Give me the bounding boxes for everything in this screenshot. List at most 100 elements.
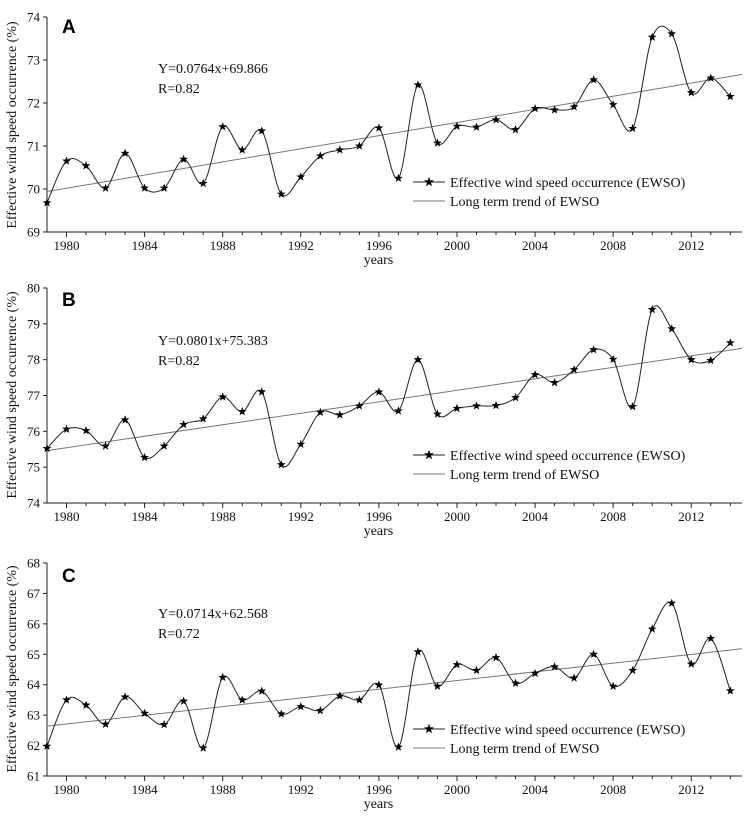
data-point	[530, 103, 540, 113]
y-tick-label: 71	[27, 139, 40, 154]
series-line	[46, 305, 731, 468]
data-point	[491, 653, 501, 662]
x-tick-label: 1988	[210, 782, 236, 797]
data-point	[296, 172, 306, 181]
data-point	[511, 678, 520, 687]
y-tick-label: 74	[27, 10, 41, 25]
trend-line	[46, 648, 743, 727]
data-point	[159, 183, 169, 192]
data-point	[433, 681, 442, 690]
x-axis-label: years	[364, 253, 394, 268]
y-tick-label: 78	[27, 352, 40, 367]
data-point	[608, 354, 618, 364]
legend-star-icon	[424, 449, 434, 460]
y-axis-label: Effective wind speed occurrence (%)	[5, 291, 20, 499]
y-tick-label: 69	[27, 225, 40, 240]
x-axis-label: years	[364, 797, 394, 812]
data-point	[257, 126, 267, 135]
data-point	[686, 659, 696, 668]
x-tick-label: 2008	[600, 509, 626, 524]
data-point	[589, 345, 598, 354]
x-tick-label: 1992	[288, 238, 314, 253]
data-point	[569, 673, 579, 682]
x-tick-label: 1988	[210, 238, 236, 253]
y-tick-label: 62	[27, 738, 40, 753]
data-point	[179, 154, 189, 164]
y-tick-label: 61	[27, 769, 40, 784]
y-tick-label: 76	[27, 424, 41, 439]
data-point	[257, 387, 267, 396]
data-point	[179, 696, 189, 705]
y-tick-label: 79	[27, 316, 40, 331]
y-tick-label: 75	[27, 460, 40, 475]
data-point	[491, 115, 501, 124]
data-point	[354, 401, 364, 410]
data-point	[296, 702, 306, 711]
y-tick-label: 66	[27, 616, 41, 631]
data-point	[589, 75, 598, 84]
data-point	[159, 719, 169, 729]
data-point	[120, 148, 130, 158]
data-point	[101, 441, 110, 450]
data-point	[159, 441, 169, 450]
data-point	[198, 743, 208, 752]
data-point	[296, 439, 306, 448]
data-point	[315, 407, 325, 417]
data-point	[491, 400, 501, 410]
data-point	[706, 633, 716, 643]
panel-letter: C	[62, 566, 76, 587]
x-tick-label: 1980	[54, 509, 80, 524]
data-point	[335, 145, 345, 154]
panel-letter: A	[62, 17, 76, 38]
data-point	[413, 80, 423, 89]
data-point	[433, 138, 442, 147]
data-point	[218, 672, 228, 682]
panel-letter: B	[62, 290, 76, 311]
y-tick-label: 63	[27, 708, 40, 723]
chart-panel-a: A 69 70 71 72 73 74 1980 1984 1988 1992 1996 2000 200…	[5, 10, 743, 268]
data-point	[647, 32, 657, 41]
data-point	[628, 665, 638, 675]
trend-line	[46, 347, 743, 452]
axis-lines	[46, 288, 742, 504]
data-point	[628, 123, 638, 133]
x-tick-label: 1992	[288, 509, 314, 524]
data-point	[472, 122, 481, 131]
x-tick-label: 1996	[366, 782, 393, 797]
data-point	[433, 409, 442, 418]
data-point	[81, 426, 91, 435]
x-tick-label: 1980	[54, 782, 80, 797]
y-tick-label: 72	[27, 96, 40, 111]
y-tick-label: 74	[27, 496, 41, 511]
x-tick-label: 2000	[444, 509, 470, 524]
legend-star-icon	[424, 176, 434, 187]
x-tick-label: 1980	[54, 238, 80, 253]
data-point	[62, 156, 71, 165]
data-point	[667, 324, 677, 333]
data-point	[374, 123, 384, 132]
data-point	[686, 88, 696, 97]
legend-star-icon	[424, 723, 434, 734]
chart-panel-c: C 61 62 63 64 65 66 67 68 1980 1984 1988 1992 1996 200…	[5, 556, 743, 812]
data-point	[315, 151, 325, 160]
y-tick-label: 77	[27, 388, 41, 403]
data-point	[237, 145, 247, 154]
x-tick-label: 2004	[522, 782, 549, 797]
data-point	[569, 365, 579, 374]
data-point	[589, 649, 598, 659]
x-tick-label: 1984	[132, 509, 159, 524]
regression-annotation: R=0.82	[158, 354, 200, 369]
data-point	[686, 355, 696, 364]
data-point	[667, 29, 677, 38]
data-point	[198, 178, 208, 188]
legend-label-ewso: Effective wind speed occurrence (EWSO)	[450, 176, 686, 191]
data-point	[530, 668, 540, 678]
data-point	[550, 662, 559, 671]
data-point	[413, 355, 423, 364]
data-point	[530, 370, 540, 379]
x-tick-label: 1996	[366, 238, 393, 253]
data-point	[511, 125, 520, 134]
x-tick-label: 1996	[366, 509, 393, 524]
data-point	[647, 304, 657, 314]
